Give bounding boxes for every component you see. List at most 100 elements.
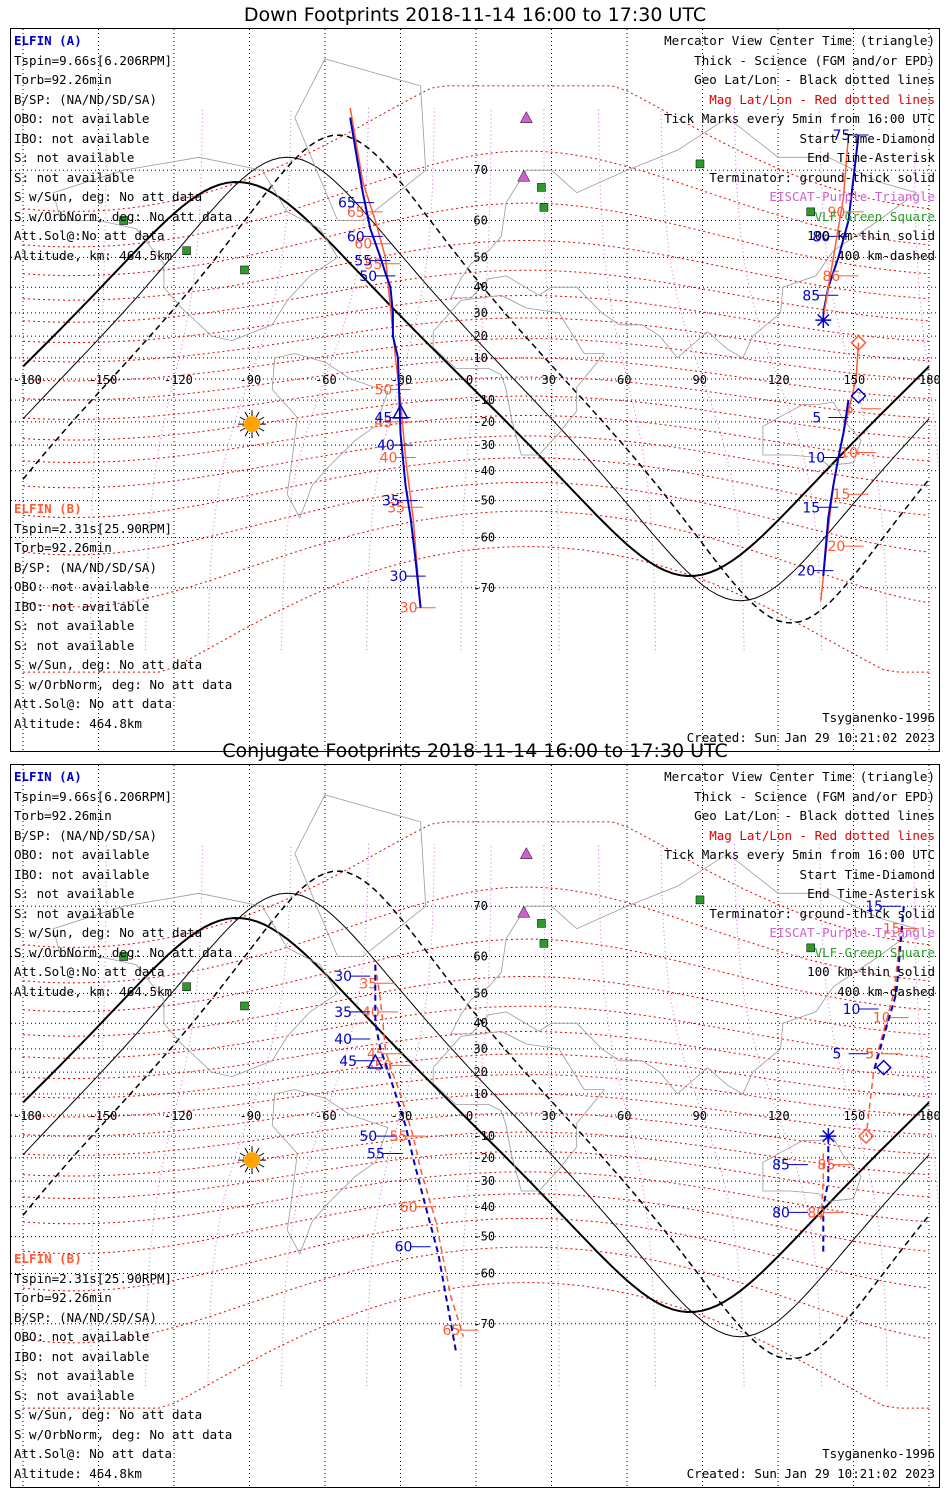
lat-tick-label: 50 (473, 250, 487, 264)
info-line: B/SP: (NA/ND/SD/SA) (14, 559, 157, 575)
info-line: IBO: not available (14, 598, 150, 614)
elfin-b-track (820, 1153, 825, 1222)
tick-label: 10 (873, 1011, 891, 1027)
lat-tick-label: 30 (473, 306, 487, 320)
tick-label: 40 (334, 1032, 352, 1048)
lon-tick-label: 150 (844, 373, 866, 387)
mag-lon-line (280, 843, 370, 1387)
tick-label: 80 (812, 229, 830, 245)
elfin-a-info: ELFIN (A) Tspin=9.66s[6.206RPM] Torb=92.… (14, 767, 232, 1001)
legend-line: Terminator: ground-thick solid (709, 905, 935, 921)
mag-lon-line (543, 843, 560, 1387)
tick-label: 10 (840, 445, 858, 461)
mag-lat-line (22, 150, 930, 248)
tick-label: 15 (883, 922, 901, 938)
terminator-400km (22, 870, 930, 1360)
tick-label: 55 (354, 254, 372, 270)
elfin-b-info: ELFIN (B) Tspin=2.31s[25.90RPM] Torb=92.… (14, 499, 232, 733)
lon-tick-label: -60 (315, 373, 337, 387)
lat-tick-label: -70 (473, 581, 495, 595)
continent-outline (294, 794, 427, 957)
lon-tick-label: -120 (164, 373, 193, 387)
legend: Mercator View Center Time (triangle) Thi… (664, 31, 935, 265)
lat-tick-label: 40 (473, 280, 487, 294)
legend-line: Mercator View Center Time (triangle) (664, 769, 935, 784)
info-line: S: not available (14, 150, 135, 165)
legend-line: End Time-Asterisk (807, 886, 935, 901)
mag-lat-line (22, 294, 930, 343)
mag-lon-line (598, 107, 656, 651)
elfin-b-track (865, 906, 905, 1137)
lon-tick-label: 180 (919, 1109, 940, 1123)
tick-label: 10 (843, 1002, 861, 1018)
legend-line: Geo Lat/Lon - Black dotted lines (694, 72, 935, 87)
lat-tick-label: 10 (473, 351, 487, 365)
info-line: S: not available (14, 886, 135, 901)
info-line: Tspin=9.66s[6.206RPM] (14, 788, 173, 804)
tick-label: 20 (797, 564, 815, 580)
down-map[interactable]: 6560555045403530656055504540353051015205… (11, 29, 940, 752)
legend-line: 400 km-dashed (837, 247, 935, 263)
created-label: Created: Sun Jan 29 10:21:02 2023 (686, 1465, 935, 1481)
info-line: IBO: not available (14, 866, 150, 882)
tick-label: 40 (362, 1005, 380, 1021)
info-line: S w/Sun, deg: No att data (14, 925, 203, 940)
conjugate-title: Conjugate Footprints 2018-11-14 16:00 to… (222, 740, 728, 762)
info-line: S w/Sun, deg: No att data (14, 189, 203, 204)
mag-lat-line (22, 1093, 930, 1137)
tick-label: 50 (359, 1129, 377, 1145)
eiscat-triangle (519, 111, 533, 123)
lat-tick-label: 60 (473, 950, 487, 964)
lat-tick-label: -30 (473, 438, 495, 452)
lon-tick-label: 180 (919, 373, 940, 387)
tick-label: 30 (400, 601, 418, 617)
tick-label: 50 (375, 1058, 393, 1074)
mag-lat-line (22, 317, 930, 363)
lat-tick-label: -40 (473, 1200, 495, 1214)
info-line: S w/OrbNorm, deg: No att data (14, 1426, 233, 1442)
mag-lat-line (22, 938, 930, 1013)
view-center-triangle (367, 1053, 384, 1069)
conjugate-map[interactable]: 3540455055606530354045505560151051510585… (11, 765, 940, 1488)
legend-line: Thick - Science (FGM and/or EPD) (694, 788, 935, 804)
tick-label: 80 (807, 1205, 825, 1221)
lat-tick-label: 50 (473, 986, 487, 1000)
info-line: OBO: not available (14, 847, 150, 862)
lat-tick-label: 20 (473, 1065, 487, 1079)
lon-tick-label: 0 (466, 1109, 473, 1123)
sun-ray (244, 430, 249, 437)
vlf-square (539, 203, 549, 212)
elfin-a-track (397, 357, 422, 608)
lat-tick-label: 60 (473, 214, 487, 228)
lat-tick-label: -70 (473, 1317, 495, 1331)
vlf-square (537, 183, 546, 192)
tick-label: 85 (817, 1158, 835, 1174)
info-line: B/SP: (NA/ND/SD/SA) (14, 91, 157, 107)
mag-lon-line (913, 107, 939, 479)
tick-label: 30 (334, 969, 352, 985)
lat-tick-label: -40 (473, 464, 495, 478)
mag-lat-line (22, 821, 930, 948)
info-line: Torb=92.26min (14, 540, 112, 555)
start-diamond (850, 387, 867, 404)
tick-label: 45 (339, 1054, 357, 1070)
mag-lat-line (22, 1246, 930, 1344)
tick-label: 45 (375, 415, 393, 431)
lat-tick-label: -60 (473, 530, 495, 544)
tick-label: 35 (359, 976, 377, 992)
mag-lat-line (23, 546, 929, 673)
lon-tick-label: 30 (542, 373, 556, 387)
tick-label: 35 (382, 494, 400, 510)
sun-ray (239, 1163, 246, 1168)
info-line: S: not available (14, 1387, 135, 1403)
terminator-100km (22, 156, 930, 602)
lon-tick-label: -180 (13, 373, 42, 387)
info-line: Altitude, km: 464.5km (14, 247, 173, 263)
legend-line: 100 km-thin solid (807, 964, 935, 979)
lat-tick-label: 70 (473, 163, 487, 177)
mag-lat-line (22, 239, 930, 301)
continent-outline (52, 156, 339, 342)
mag-lat-line (22, 975, 930, 1037)
tick-label: 5 (812, 410, 821, 426)
legend-line: 400 km-dashed (837, 983, 935, 999)
